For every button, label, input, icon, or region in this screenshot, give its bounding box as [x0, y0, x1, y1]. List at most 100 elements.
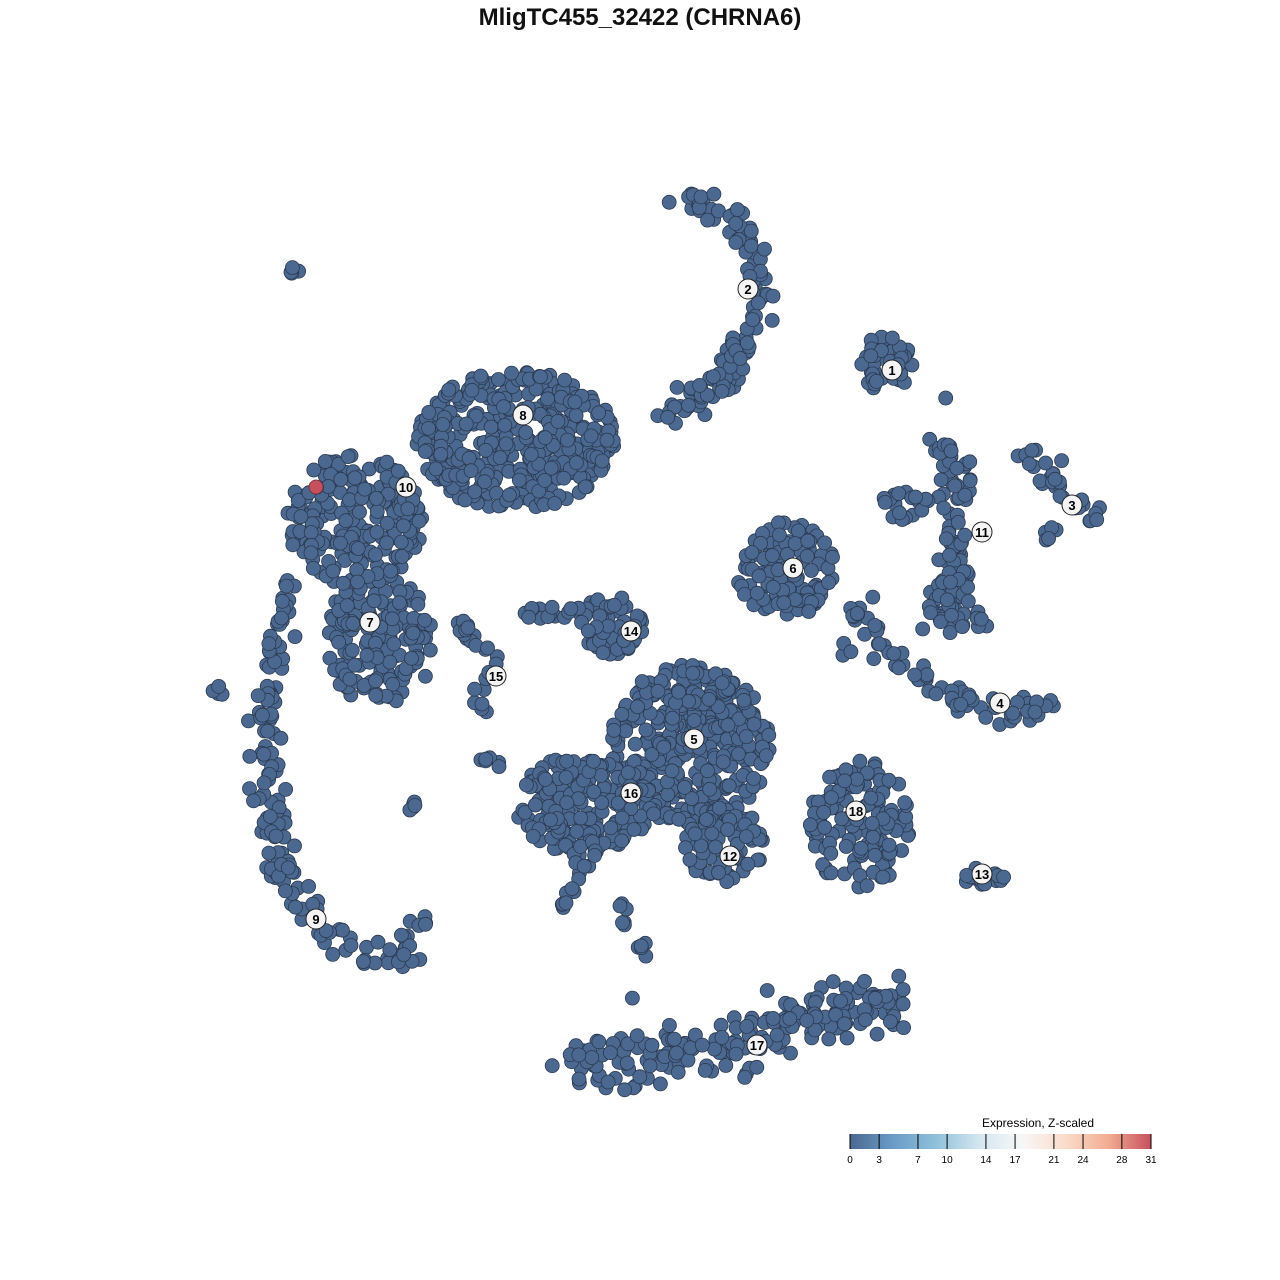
data-point: [339, 598, 355, 613]
data-point: [694, 1037, 710, 1053]
data-point: [700, 212, 715, 228]
data-point: [869, 1026, 885, 1042]
data-point: [843, 644, 859, 660]
data-point: [660, 787, 676, 802]
data-point: [550, 413, 566, 429]
data-point: [287, 629, 303, 644]
data-point: [433, 446, 449, 462]
data-point: [671, 811, 687, 827]
data-point: [630, 699, 645, 715]
data-point: [571, 1047, 587, 1063]
data-point: [758, 748, 774, 763]
data-point: [567, 394, 583, 410]
data-point: [943, 443, 959, 459]
data-point: [614, 833, 630, 849]
data-point: [478, 442, 494, 458]
data-point: [728, 1046, 744, 1062]
data-point: [765, 1011, 781, 1026]
data-point: [864, 816, 880, 831]
data-point: [1047, 471, 1063, 487]
data-point: [892, 505, 907, 521]
data-point: [612, 898, 628, 914]
data-point: [498, 436, 514, 452]
data-point: [342, 671, 358, 687]
data-point: [750, 295, 766, 311]
data-point: [490, 372, 506, 387]
legend-tick-label: 21: [1048, 1155, 1060, 1166]
data-point: [496, 399, 511, 415]
data-point: [821, 575, 836, 590]
data-point: [743, 223, 759, 239]
data-point: [393, 534, 409, 550]
data-point: [332, 535, 348, 551]
data-point: [950, 515, 966, 530]
data-point: [547, 496, 563, 511]
data-point: [759, 983, 775, 998]
data-point: [501, 487, 517, 503]
data-point: [749, 585, 765, 601]
data-point: [417, 668, 433, 684]
data-point: [610, 795, 626, 811]
data-point: [821, 1031, 837, 1047]
data-point: [825, 974, 841, 990]
cluster-label-text: 11: [975, 525, 989, 540]
data-point: [369, 524, 385, 540]
data-point: [407, 798, 423, 813]
data-point: [681, 397, 696, 413]
data-point: [973, 611, 989, 627]
data-point: [525, 829, 541, 844]
data-point: [280, 860, 296, 876]
data-point: [823, 865, 839, 881]
data-point: [837, 1016, 852, 1032]
cluster-label-text: 7: [366, 615, 373, 630]
data-point: [787, 536, 803, 551]
data-point: [730, 202, 745, 217]
data-point: [497, 417, 513, 433]
data-point: [385, 676, 401, 692]
data-point: [441, 382, 457, 398]
data-point: [260, 723, 276, 739]
data-point: [838, 839, 854, 854]
data-point: [1089, 512, 1105, 528]
data-point: [483, 419, 499, 435]
cluster-label: 18: [845, 800, 867, 822]
data-point: [839, 1030, 855, 1046]
data-point: [594, 795, 609, 810]
cluster-label-text: 6: [789, 561, 796, 576]
data-point: [464, 382, 480, 398]
data-point: [241, 713, 256, 729]
data-point: [828, 1007, 844, 1023]
data-point: [261, 845, 277, 861]
data-point: [693, 189, 709, 205]
data-point: [865, 829, 881, 845]
data-point: [962, 473, 978, 489]
data-point: [568, 408, 584, 423]
cluster-label-text: 8: [519, 408, 526, 423]
data-point: [417, 444, 433, 459]
legend-tick-label: 7: [915, 1155, 921, 1166]
data-point: [580, 623, 596, 639]
data-point: [284, 260, 300, 276]
legend-tick-label: 17: [1010, 1155, 1022, 1166]
data-point: [343, 938, 359, 953]
color-legend: Expression, Z-scaled 0 3 7 10 14 17 21 24 28 31: [847, 1116, 1157, 1166]
cluster-label: 8: [512, 404, 534, 426]
data-point: [461, 450, 477, 466]
cluster-label-text: 18: [849, 804, 863, 819]
data-point: [632, 1069, 648, 1085]
legend-tick-label: 14: [980, 1155, 992, 1166]
data-point: [404, 650, 419, 666]
data-point: [394, 549, 410, 564]
data-point: [368, 547, 383, 562]
data-point: [837, 773, 852, 789]
cluster-label: 15: [485, 665, 507, 687]
data-point: [331, 634, 347, 650]
data-point: [822, 769, 837, 785]
data-point: [586, 753, 601, 769]
data-point: [345, 616, 361, 631]
cluster-label-text: 5: [690, 732, 697, 747]
data-point: [1038, 455, 1053, 471]
data-point: [543, 812, 558, 828]
data-point: [938, 390, 954, 406]
cluster-label-text: 17: [750, 1038, 764, 1053]
